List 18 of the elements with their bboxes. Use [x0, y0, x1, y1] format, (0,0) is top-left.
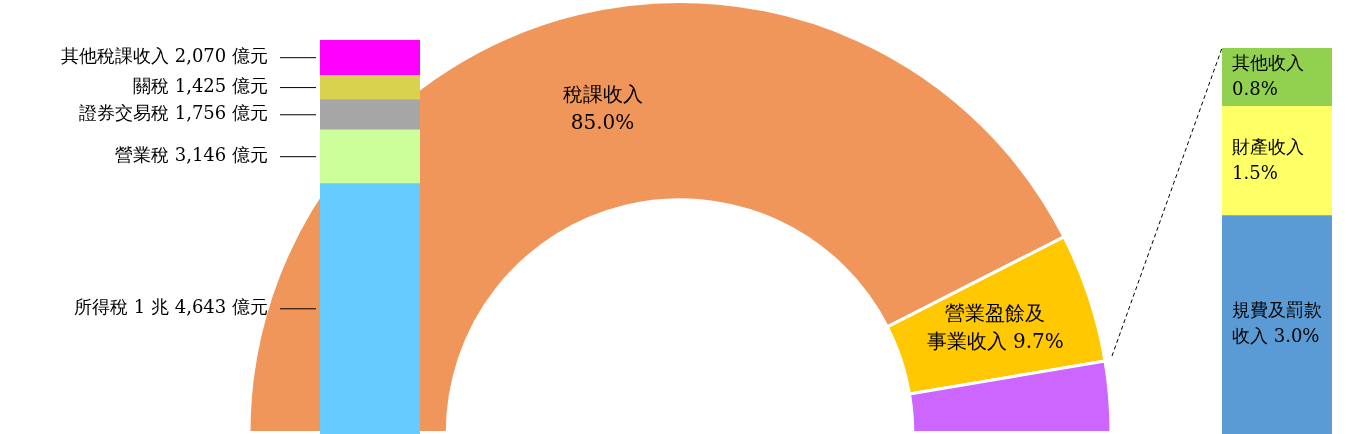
bar: [320, 183, 420, 434]
data-label: 0.8%: [1232, 77, 1278, 99]
bar: [320, 129, 420, 184]
data-label: 其他稅課收入 2,070 億元: [61, 45, 268, 67]
text: 規費及罰款收入 3.0%: [1232, 299, 1322, 347]
data-label: 所得稅 1 兆 4,643 億元: [74, 296, 268, 318]
bar: [320, 40, 420, 76]
data-label: 證券交易稅 1,756 億元: [79, 102, 268, 124]
slice-label: 稅課收入: [562, 82, 643, 106]
data-label: 營業稅 3,146 億元: [115, 144, 268, 166]
series-label: 財產收入: [1232, 135, 1304, 157]
slice-label: 營業盈餘及事業收入 9.7%: [926, 300, 1064, 353]
data-label: 1.5%: [1232, 161, 1278, 183]
data-label: 關稅 1,425 億元: [133, 75, 268, 97]
series-label: 其他收入: [1232, 51, 1304, 73]
data-label: 85.0%: [570, 110, 635, 134]
bar: [320, 99, 420, 131]
bar: [320, 75, 420, 101]
